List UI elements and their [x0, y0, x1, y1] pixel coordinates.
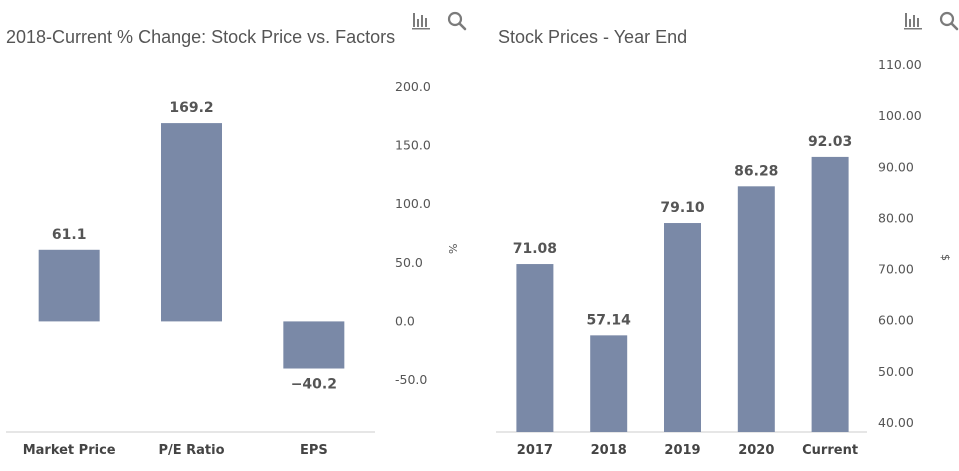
y-tick-label: 40.00 — [878, 415, 914, 430]
x-category-label: P/E Ratio — [158, 443, 224, 458]
data-label: 169.2 — [169, 100, 213, 116]
bar-market-price — [38, 249, 100, 322]
bar-2020 — [737, 186, 775, 432]
y-tick-label: 200.0 — [395, 79, 431, 94]
bar-p-e-ratio — [161, 123, 222, 322]
chart-toolbar — [410, 10, 468, 32]
bar-chart-icon[interactable] — [902, 10, 924, 32]
x-category-label: 2020 — [738, 443, 774, 458]
data-label: 71.08 — [513, 241, 557, 257]
data-label: 86.28 — [734, 163, 778, 179]
data-label: 61.1 — [52, 227, 87, 243]
chart-panel-pct-change: 2018-Current % Change: Stock Price vs. F… — [6, 10, 468, 458]
y-tick-label: 0.0 — [395, 313, 415, 328]
chart-toolbar — [902, 10, 959, 32]
search-icon[interactable] — [938, 10, 959, 32]
y-tick-label: 90.00 — [878, 159, 914, 174]
y-tick-label: 110.00 — [878, 57, 922, 72]
y-tick-label: 50.0 — [395, 255, 423, 270]
x-category-label: Current — [802, 443, 858, 458]
bar-current — [811, 156, 849, 432]
data-label: 79.10 — [660, 200, 705, 216]
y-tick-label: 150.0 — [395, 138, 431, 153]
y-tick-label: -50.0 — [395, 372, 427, 387]
y-tick-label: 100.0 — [395, 196, 431, 211]
bar-2018 — [590, 335, 628, 432]
y-tick-label: 80.00 — [878, 210, 914, 225]
y-axis-unit-label: % — [446, 244, 459, 254]
data-label: −40.2 — [291, 377, 337, 393]
y-axis-unit-label: $ — [939, 254, 952, 261]
chart-panel-stock-prices: Stock Prices - Year End 110.00 100.00 90.0… — [480, 0, 959, 471]
bar-2019 — [664, 223, 701, 432]
y-tick-label: 60.00 — [878, 313, 914, 328]
search-icon[interactable] — [446, 10, 468, 32]
x-category-label: 2018 — [591, 443, 627, 458]
data-label: 92.03 — [808, 134, 852, 150]
x-category-label: 2017 — [517, 443, 553, 458]
bar-2017 — [516, 264, 554, 432]
stock-prices-chart: 110.00 100.00 90.00 80.00 70.00 60.00 50.00 40.… — [496, 57, 952, 458]
x-category-label: 2019 — [664, 443, 700, 458]
chart-title: Stock Prices - Year End — [498, 27, 688, 47]
y-tick-label: 50.00 — [878, 364, 914, 379]
pct-change-chart: 200.0 150.0 100.0 50.0 0.0 -50.0% 61.1 Market P… — [6, 79, 459, 458]
chart-title: 2018-Current % Change: Stock Price vs. F… — [6, 27, 396, 47]
y-tick-label: 100.00 — [878, 108, 922, 123]
x-category-label: Market Price — [23, 443, 116, 458]
x-category-label: EPS — [300, 443, 328, 458]
data-label: 57.14 — [587, 312, 632, 328]
bar-chart-icon[interactable] — [410, 10, 432, 32]
bar-eps — [283, 321, 345, 369]
y-tick-label: 70.00 — [878, 262, 914, 277]
